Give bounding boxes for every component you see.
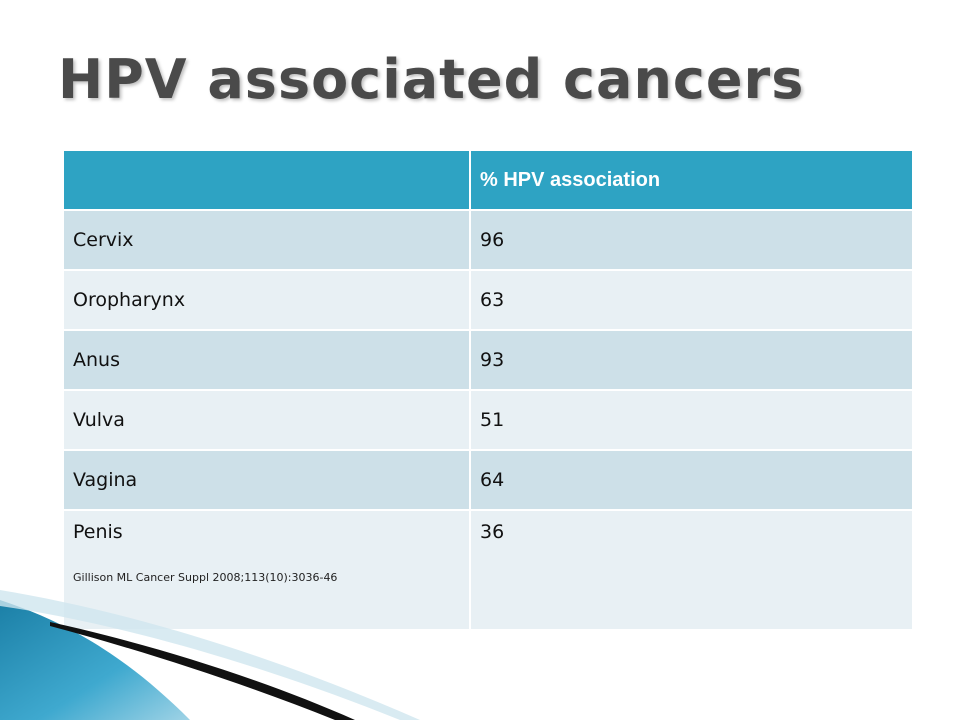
citation-text: Gillison ML Cancer Suppl 2008;113(10):30…: [73, 571, 338, 584]
table-row: Vagina 64: [64, 450, 912, 511]
site-cell: Vulva: [64, 390, 471, 451]
site-label: Penis: [73, 521, 123, 543]
table-header-row: % HPV association: [64, 151, 912, 211]
value-cell: 36: [470, 510, 912, 631]
table-row: Anus 93: [64, 330, 912, 391]
swoosh-black-stroke: [50, 622, 355, 720]
site-cell: Vagina: [64, 450, 471, 511]
value-cell: 64: [470, 450, 912, 511]
decorative-swoosh: [0, 590, 420, 720]
header-cell-association: % HPV association: [470, 151, 912, 211]
value-cell: 93: [470, 330, 912, 391]
value-cell: 51: [470, 390, 912, 451]
site-cell-with-citation: Penis Gillison ML Cancer Suppl 2008;113(…: [64, 510, 471, 631]
table-row: Vulva 51: [64, 390, 912, 451]
table-row: Penis Gillison ML Cancer Suppl 2008;113(…: [64, 510, 912, 631]
value-cell: 96: [470, 210, 912, 271]
table-row: Cervix 96: [64, 210, 912, 271]
site-cell: Cervix: [64, 210, 471, 271]
value-cell: 63: [470, 270, 912, 331]
hpv-association-table: % HPV association Cervix 96 Oropharynx 6…: [64, 151, 912, 631]
site-cell: Anus: [64, 330, 471, 391]
site-cell: Oropharynx: [64, 270, 471, 331]
slide-title: HPV associated cancers: [58, 48, 805, 111]
table-row: Oropharynx 63: [64, 270, 912, 331]
swoosh-light-band: [0, 590, 420, 720]
swoosh-blue-shape: [0, 600, 190, 720]
header-cell-site: [64, 151, 471, 211]
